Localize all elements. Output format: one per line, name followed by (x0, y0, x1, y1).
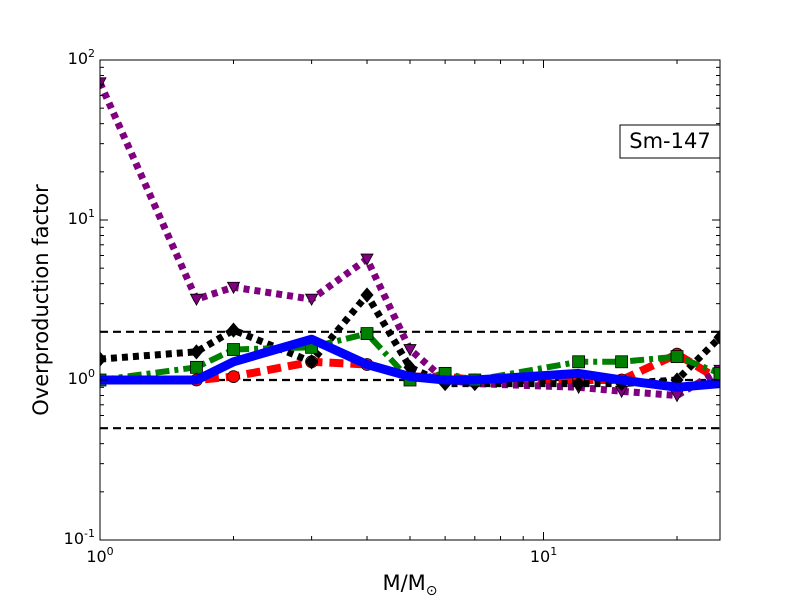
series-4 (100, 334, 720, 392)
x-tick-label-1: 101 (530, 545, 557, 566)
series-3-point-8 (572, 355, 586, 369)
series-1-point-0 (100, 77, 107, 90)
x-tick-label-0: 100 (86, 545, 113, 566)
series-0-point-2 (227, 370, 240, 384)
series-3-point-9 (615, 355, 629, 369)
y-axis-label: Overproduction factor (29, 184, 53, 416)
series-2-point-4 (360, 287, 374, 303)
series-line-4 (100, 334, 720, 392)
x-tick-labels: 100 101 (86, 545, 557, 566)
series-2-point-8 (572, 375, 586, 392)
y-tick-labels: 10-1 100 101 102 (64, 47, 95, 548)
y-tick-label-3: 102 (68, 47, 95, 68)
series-3-point-2 (227, 343, 240, 356)
series-1-point-2 (226, 281, 241, 295)
series-layer (100, 77, 720, 403)
series-3-point-1 (190, 360, 203, 374)
series-1-point-5 (403, 344, 417, 357)
series-2-point-0 (100, 351, 107, 367)
series-3-point-4 (360, 327, 374, 340)
series-2-point-11 (713, 329, 720, 345)
series-3 (100, 327, 720, 387)
y-tick-label-0: 10-1 (64, 527, 95, 548)
annotation-frame (619, 124, 721, 159)
annotation-box: Sm-147 (619, 124, 721, 159)
series-line-1 (100, 81, 720, 399)
series-1-point-1 (189, 293, 204, 307)
series-2-point-3 (305, 354, 319, 370)
series-2-point-2 (226, 322, 241, 338)
series-1-point-3 (304, 293, 319, 307)
y-tick-label-2: 101 (68, 207, 95, 228)
series-3-point-11 (713, 366, 720, 380)
axis-ticks (99, 59, 720, 541)
x-axis-label-subscript: ⊙ (426, 583, 438, 599)
annotation-text: Sm-147 (629, 129, 710, 153)
series-3-point-10 (670, 350, 684, 364)
x-axis-label: M/M⊙ (382, 571, 437, 599)
series-2-point-1 (189, 344, 203, 360)
y-tick-label-1: 100 (68, 367, 95, 388)
series-1-point-4 (360, 253, 374, 266)
